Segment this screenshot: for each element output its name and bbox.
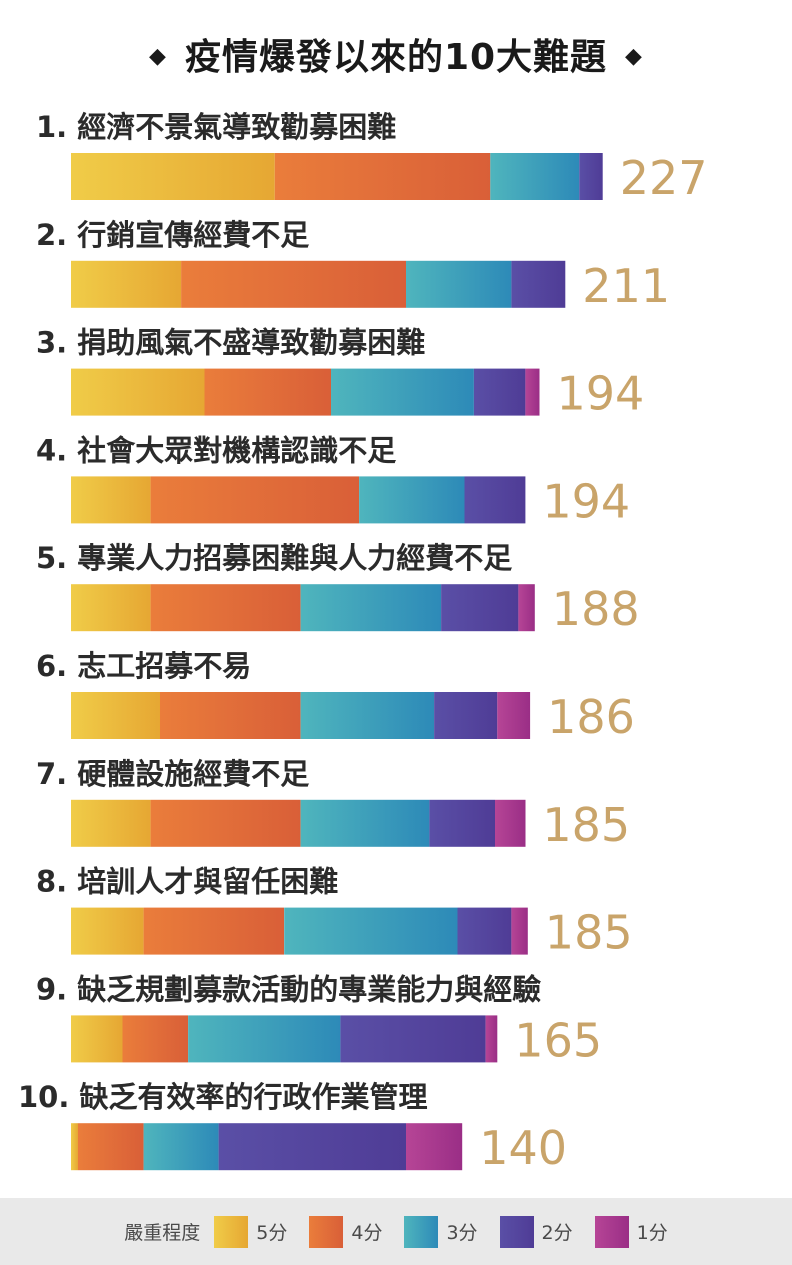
legend-label: 3分 (446, 1222, 478, 1244)
bar-segment-1分 (495, 799, 526, 847)
category-label: 2. 行銷宣傳經費不足 (36, 218, 309, 252)
bar-segment-2分 (218, 1123, 406, 1171)
category-label: 6. 志工招募不易 (36, 649, 251, 683)
total-value-label: 194 (542, 474, 630, 528)
bar-segment-2分 (473, 368, 526, 416)
category-label: 7. 硬體設施經費不足 (36, 757, 309, 791)
legend-label: 2分 (541, 1222, 573, 1244)
bar-segment-1分 (525, 368, 540, 416)
bar-segment-2分 (579, 153, 603, 200)
bar-segment-4分 (274, 153, 491, 200)
bar-segment-3分 (284, 907, 458, 955)
bar-segment-5分 (71, 476, 151, 524)
bar-segment-2分 (429, 799, 495, 847)
bar-segment-3分 (331, 368, 474, 416)
bar-segment-4分 (150, 476, 360, 524)
category-label: 8. 培訓人才與留任困難 (36, 865, 338, 899)
bar-segment-3分 (300, 584, 442, 632)
total-value-label: 140 (479, 1121, 567, 1175)
bar-segment-2分 (434, 692, 498, 739)
bar-segment-4分 (78, 1123, 144, 1171)
legend-swatch (214, 1215, 249, 1248)
total-value-label: 186 (547, 690, 635, 744)
chart-title: ◆ 疫情爆發以來的10大難題 ◆ (0, 28, 792, 80)
legend-label: 4分 (351, 1222, 383, 1244)
bar-segment-2分 (464, 476, 526, 524)
legend-item-3: 3分 (404, 1215, 478, 1248)
bar-segment-5分 (71, 799, 151, 847)
bar-segment-2分 (340, 1015, 486, 1063)
bar-segment-2分 (511, 260, 566, 308)
legend-item-1: 1分 (594, 1215, 668, 1248)
legend-swatch (499, 1215, 534, 1248)
bar-segment-1分 (511, 907, 528, 955)
bar-segment-1分 (518, 584, 535, 632)
total-value-label: 165 (514, 1013, 602, 1067)
bar-segment-1分 (497, 692, 531, 739)
total-value-label: 188 (552, 582, 640, 636)
category-label: 1. 經濟不景氣導致勸募困難 (36, 110, 396, 144)
total-value-label: 211 (582, 259, 670, 313)
bar-segment-5分 (71, 368, 205, 416)
bar-segment-4分 (122, 1015, 189, 1063)
category-label: 3. 捐助風氣不盛導致勸募困難 (36, 326, 425, 360)
bar-segment-4分 (143, 907, 285, 955)
bar-segment-4分 (204, 368, 331, 416)
bar-segment-2分 (457, 907, 512, 955)
bar-segment-4分 (181, 260, 406, 308)
legend-title: 嚴重程度 (124, 1222, 201, 1244)
bar-segment-5分 (71, 1123, 78, 1171)
legend-item-5: 5分 (214, 1215, 288, 1248)
bar-segment-4分 (150, 799, 301, 847)
bar-segment-4分 (150, 584, 301, 632)
bar-segment-5分 (71, 1015, 123, 1063)
stacked-bar-chart: 1. 經濟不景氣導致勸募困難 227 2. 行銷宣傳經費不足 211 3. 捐助風氣不盛… (18, 110, 708, 1175)
chart-title-text: 疫情爆發以來的10大難題 (184, 37, 608, 78)
legend-label: 1分 (636, 1222, 668, 1244)
bar-segment-3分 (300, 799, 430, 847)
bar-segment-3分 (300, 692, 435, 739)
bar-segment-3分 (490, 153, 580, 200)
category-label: 5. 專業人力招募困難與人力經費不足 (36, 541, 512, 575)
bar-segment-2分 (441, 584, 519, 632)
bar-segment-4分 (160, 692, 301, 739)
bar-segment-1分 (406, 1123, 463, 1171)
total-value-label: 227 (620, 151, 708, 205)
bar-segment-3分 (406, 260, 512, 308)
bar-segment-5分 (71, 907, 144, 955)
total-value-label: 194 (557, 367, 645, 421)
legend-swatch (309, 1215, 344, 1248)
bar-segment-5分 (71, 153, 275, 200)
bar-segment-3分 (188, 1015, 341, 1063)
bar-segment-5分 (71, 584, 151, 632)
legend-swatch (594, 1215, 629, 1248)
legend-swatch (404, 1215, 439, 1248)
category-label: 10. 缺乏有效率的行政作業管理 (18, 1080, 427, 1114)
diamond-icon: ◆ (625, 43, 643, 69)
bar-segment-5分 (71, 692, 160, 739)
category-label: 4. 社會大眾對機構認識不足 (36, 433, 396, 467)
bar-segment-1分 (485, 1015, 498, 1063)
bar-segment-3分 (143, 1123, 219, 1171)
category-label: 9. 缺乏規劃募款活動的專業能力與經驗 (36, 972, 541, 1006)
legend-item-4: 4分 (309, 1215, 383, 1248)
total-value-label: 185 (545, 906, 633, 960)
bar-segment-5分 (71, 260, 182, 308)
bar-segment-3分 (359, 476, 465, 524)
total-value-label: 185 (542, 798, 630, 852)
diamond-icon: ◆ (149, 43, 167, 69)
legend-label: 5分 (256, 1222, 288, 1244)
legend-item-2: 2分 (499, 1215, 573, 1248)
legend: 嚴重程度 5分 4分 3分 2分 1分 (0, 1198, 792, 1265)
